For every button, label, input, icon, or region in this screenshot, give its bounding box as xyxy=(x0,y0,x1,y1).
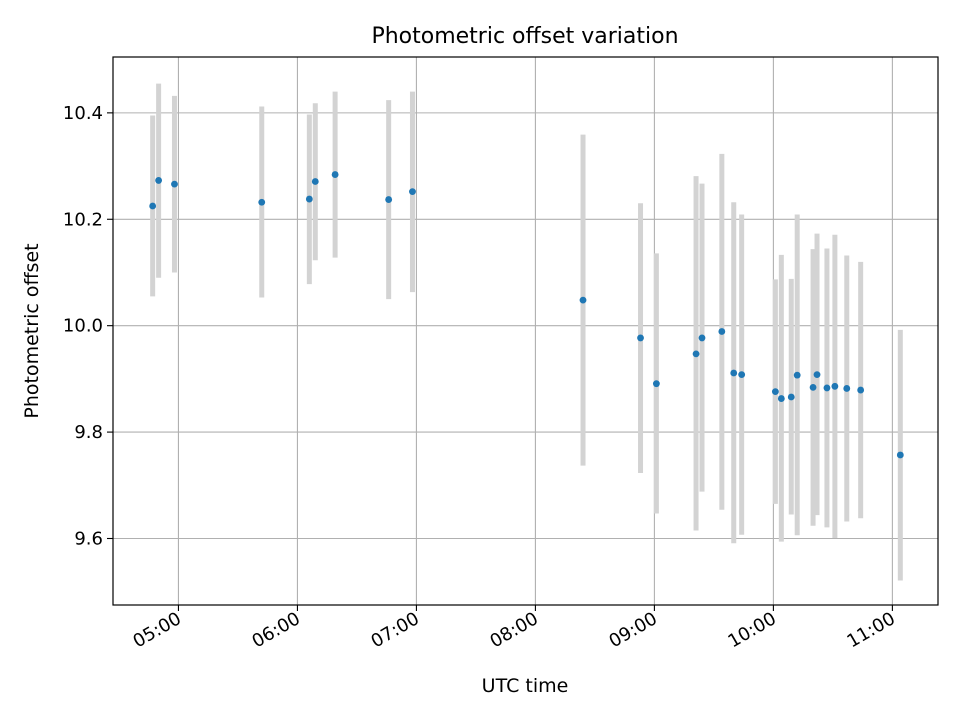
y-tick-label: 9.8 xyxy=(74,422,103,443)
x-tick-label: 05:00 xyxy=(130,608,185,652)
y-tick-label: 10.4 xyxy=(63,103,103,124)
data-point xyxy=(652,380,660,388)
y-tick-label: 10.2 xyxy=(63,209,103,230)
plot-frame xyxy=(112,56,939,606)
data-point xyxy=(730,369,738,377)
x-tick-label: 08:00 xyxy=(486,608,541,652)
data-point xyxy=(843,385,851,392)
data-point xyxy=(831,382,839,390)
y-tick-label: 10.0 xyxy=(63,316,103,337)
data-point xyxy=(896,451,904,459)
data-point xyxy=(385,196,393,203)
data-point xyxy=(718,328,726,335)
data-point xyxy=(637,334,644,342)
data-point xyxy=(698,334,706,342)
data-point xyxy=(409,188,416,196)
x-tick-label: 10:00 xyxy=(724,608,779,652)
data-point xyxy=(331,171,339,178)
data-point xyxy=(149,202,157,210)
data-point xyxy=(809,383,817,391)
data-point xyxy=(155,177,163,184)
data-point xyxy=(857,386,865,394)
x-tick-label: 11:00 xyxy=(843,608,898,652)
data-point xyxy=(579,296,587,304)
data-point xyxy=(777,395,785,402)
y-tick-label: 9.6 xyxy=(74,528,103,549)
data-point xyxy=(171,180,178,188)
data-point xyxy=(311,178,319,185)
x-tick-label: 07:00 xyxy=(368,608,423,652)
data-point xyxy=(813,371,821,379)
data-points xyxy=(149,171,904,459)
data-point xyxy=(305,195,313,203)
x-tick-label: 09:00 xyxy=(605,608,660,652)
error-bars xyxy=(150,83,903,581)
data-point xyxy=(787,393,795,401)
data-point xyxy=(258,198,266,206)
data-point xyxy=(793,371,801,379)
chart-title: Photometric offset variation xyxy=(371,24,678,49)
x-axis-label: UTC time xyxy=(482,675,569,697)
data-point xyxy=(738,371,746,379)
data-point xyxy=(771,388,779,396)
y-axis-label: Photometric offset xyxy=(21,243,43,418)
x-tick-label: 06:00 xyxy=(249,608,304,652)
data-point xyxy=(823,384,831,392)
data-point xyxy=(692,350,700,358)
